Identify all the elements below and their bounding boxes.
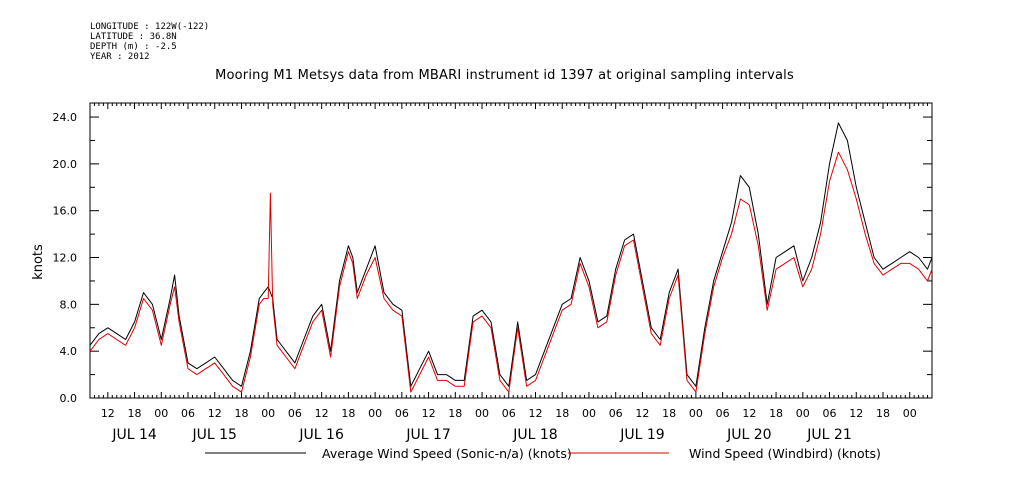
- x-hour-tick-label: 12: [529, 407, 543, 420]
- x-day-label: JUL 17: [405, 427, 450, 443]
- x-hour-tick-label: 18: [448, 407, 462, 420]
- meta-longitude: LONGITUDE : 122W(-122): [90, 22, 210, 32]
- x-hour-tick-label: 18: [555, 407, 569, 420]
- x-hour-tick-label: 18: [128, 407, 142, 420]
- meta-depth: DEPTH (m) : -2.5: [90, 42, 177, 52]
- y-tick-label: 24.0: [53, 111, 78, 124]
- x-hour-tick-label: 12: [849, 407, 863, 420]
- x-hour-tick-label: 06: [288, 407, 302, 420]
- x-hour-tick-label: 18: [769, 407, 783, 420]
- series-layer: [89, 122, 933, 393]
- chart-title: Mooring M1 Metsys data from MBARI instru…: [215, 68, 794, 83]
- legend-label-windbird: Wind Speed (Windbird) (knots): [689, 446, 881, 461]
- x-hour-tick-label: 00: [368, 407, 382, 420]
- x-hour-tick-label: 12: [742, 407, 756, 420]
- x-day-label: JUL 15: [192, 427, 237, 443]
- x-day-label: JUL 16: [298, 427, 344, 443]
- x-hour-tick-label: 12: [422, 407, 436, 420]
- x-hour-tick-label: 00: [475, 407, 489, 420]
- x-hour-tick-label: 00: [582, 407, 596, 420]
- legend: Average Wind Speed (Sonic-n/a) (knots) W…: [205, 446, 881, 461]
- y-tick-label: 4.0: [60, 345, 78, 358]
- x-hour-tick-label: 00: [154, 407, 168, 420]
- series-line-windbird: [89, 151, 933, 393]
- x-hour-tick-label: 18: [234, 407, 248, 420]
- y-tick-label: 8.0: [60, 298, 78, 311]
- x-hour-tick-label: 12: [635, 407, 649, 420]
- x-hour-tick-label: 12: [208, 407, 222, 420]
- y-tick-label: 16.0: [53, 205, 78, 218]
- x-day-label: JUL 19: [619, 427, 664, 443]
- plot-frame: [89, 102, 933, 399]
- legend-label-average: Average Wind Speed (Sonic-n/a) (knots): [322, 446, 572, 461]
- plot-frame-layer: [89, 102, 933, 399]
- x-hour-tick-label: 06: [395, 407, 409, 420]
- x-hour-tick-label: 06: [823, 407, 837, 420]
- x-hour-tick-label: 12: [315, 407, 329, 420]
- series-line-average-wind: [89, 122, 933, 387]
- x-hour-tick-label: 06: [609, 407, 623, 420]
- x-day-label: JUL 21: [806, 427, 851, 443]
- meta-latitude: LATITUDE : 36.8N: [90, 32, 177, 42]
- x-hour-tick-label: 12: [101, 407, 115, 420]
- y-axis-label: knots: [31, 244, 46, 280]
- y-tick-label: 0.0: [60, 392, 78, 405]
- x-hour-tick-label: 06: [181, 407, 195, 420]
- x-hour-tick-label: 18: [662, 407, 676, 420]
- y-tick-label: 12.0: [53, 252, 78, 265]
- x-hour-tick-label: 18: [341, 407, 355, 420]
- x-hour-tick-label: 00: [903, 407, 917, 420]
- x-hour-tick-label: 06: [502, 407, 516, 420]
- x-hour-tick-label: 00: [261, 407, 275, 420]
- x-hour-tick-label: 00: [796, 407, 810, 420]
- x-day-label: JUL 20: [726, 427, 771, 443]
- x-hour-tick-label: 06: [716, 407, 730, 420]
- meta-year: YEAR : 2012: [90, 52, 150, 62]
- x-day-label: JUL 18: [512, 427, 557, 443]
- axis-ticks-layer: 12 18 00 06 12 18 00 06 12 18 00 06 12 18 00 06 12 18 00 06…: [53, 103, 933, 443]
- x-day-label: JUL 14: [111, 427, 157, 443]
- x-hour-tick-label: 00: [689, 407, 703, 420]
- x-hour-tick-label: 18: [876, 407, 890, 420]
- y-tick-label: 20.0: [53, 158, 78, 171]
